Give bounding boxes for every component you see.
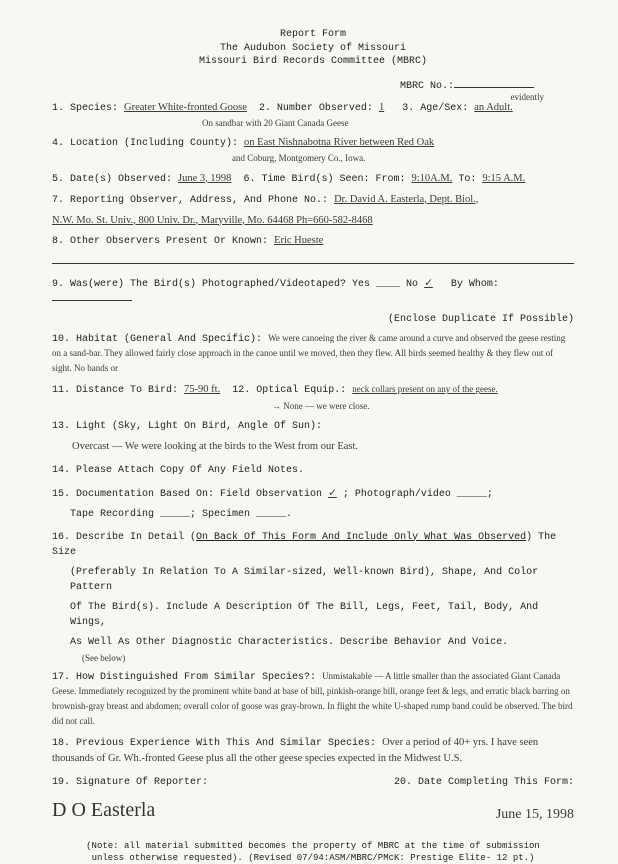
q8-label: 8. Other Observers Present Or Known: (52, 236, 268, 247)
row-18: 18. Previous Experience With This And Si… (52, 735, 574, 767)
q20-ans: June 15, 1998 (496, 804, 574, 825)
row-10: 10. Habitat (General And Specific): We w… (52, 332, 574, 377)
q15-rest: ; Photograph/video _____; (343, 489, 493, 500)
q19-label: 19. Signature Of Reporter: (52, 775, 208, 790)
q4-ans2: and Coburg, Montgomery Co., Iowa. (52, 152, 574, 166)
q10-label: 10. Habitat (General And Specific): (52, 334, 262, 345)
q13-label: 13. Light (Sky, Light On Bird, Angle Of … (52, 421, 322, 432)
q16-l2: (Preferably In Relation To A Similar-siz… (52, 565, 574, 595)
q11-label: 11. Distance To Bird: (52, 385, 178, 396)
row-4: 4. Location (Including County): on East … (52, 135, 574, 151)
row-17: 17. How Distinguished From Similar Speci… (52, 670, 574, 730)
q4-label: 4. Location (Including County): (52, 138, 238, 149)
q14-label: 14. Please Attach Copy Of Any Field Note… (52, 465, 304, 476)
q1-label: 1. Species: (52, 103, 118, 114)
q16-ul: On Back Of This Form And Include Only Wh… (196, 532, 526, 543)
row-5-6: 5. Date(s) Observed: June 3, 1998 6. Tim… (52, 171, 574, 187)
row-15: 15. Documentation Based On: Field Observ… (52, 486, 574, 502)
q12-ans2: → None — we were close. (52, 400, 574, 414)
mbrc-label: MBRC No.: (400, 81, 454, 92)
q15-check: ✓ (328, 488, 337, 499)
q11-ans: 75-90 ft. (184, 384, 220, 395)
q9-by: By Whom: (451, 279, 499, 290)
q7-ans2: N.W. Mo. St. Univ., 800 Univ. Dr., Maryv… (52, 213, 574, 229)
q16-note: (See below) (52, 652, 574, 666)
footer: (Note: all material submitted becomes th… (52, 841, 574, 864)
q15-label: 15. Documentation Based On: Field Observ… (52, 489, 322, 500)
mbrc-line: MBRC No.: (52, 81, 574, 92)
header-l1: Report Form (52, 28, 574, 42)
footer-l2: unless otherwise requested). (Revised 07… (52, 853, 574, 864)
blank-line (52, 254, 574, 264)
q6-label: 6. Time Bird(s) Seen: From: (243, 174, 405, 185)
q8-ans: Eric Hueste (274, 235, 323, 246)
q5-ans: June 3, 1998 (178, 173, 231, 184)
q13-ans: Overcast — We were looking at the birds … (52, 439, 574, 455)
q12-ans: neck collars present on any of the geese… (352, 384, 497, 394)
footer-l1: (Note: all material submitted becomes th… (52, 841, 574, 853)
form-header: Report Form The Audubon Society of Misso… (52, 28, 574, 69)
q16-l3: Of The Bird(s). Include A Description Of… (52, 600, 574, 630)
q2-ans: 1 (379, 102, 384, 113)
q4-ans: on East Nishnabotna River between Red Oa… (244, 137, 434, 148)
q7-label: 7. Reporting Observer, Address, And Phon… (52, 195, 328, 206)
row-8: 8. Other Observers Present Or Known: Eri… (52, 233, 574, 249)
q16-l4: As Well As Other Diagnostic Characterist… (52, 635, 574, 650)
q18-label: 18. Previous Experience With This And Si… (52, 738, 376, 749)
q5-label: 5. Date(s) Observed: (52, 174, 172, 185)
q3-label: 3. Age/Sex: (402, 103, 468, 114)
q16-label: 16. Describe In Detail ( (52, 532, 196, 543)
row-9: 9. Was(were) The Bird(s) Photographed/Vi… (52, 276, 574, 307)
q9-label: 9. Was(were) The Bird(s) Photographed/Vi… (52, 279, 418, 290)
q20-label: 20. Date Completing This Form: (394, 775, 574, 790)
q1-ans: Greater White-fronted Goose (124, 102, 247, 113)
row-7: 7. Reporting Observer, Address, And Phon… (52, 192, 574, 208)
q12-label: 12. Optical Equip.: (232, 385, 346, 396)
q15-rest2: Tape Recording _____; Specimen _____. (52, 507, 574, 522)
row-16: 16. Describe In Detail (On Back Of This … (52, 530, 574, 560)
row-13: 13. Light (Sky, Light On Bird, Angle Of … (52, 419, 574, 434)
q6-to: 9:15 A.M. (482, 173, 525, 184)
q7-ans: Dr. David A. Easterla, Dept. Biol., (334, 194, 478, 205)
header-l3: Missouri Bird Records Committee (MBRC) (52, 55, 574, 69)
q6-from: 9:10A.M. (411, 173, 452, 184)
q6-to-label: To: (458, 174, 476, 185)
row-11-12: 11. Distance To Bird: 75-90 ft. 12. Opti… (52, 382, 574, 398)
q2-label: 2. Number Observed: (259, 103, 373, 114)
row-19-20: 19. Signature Of Reporter: 20. Date Comp… (52, 775, 574, 790)
q9-enc: (Enclose Duplicate If Possible) (52, 312, 574, 327)
q17-label: 17. How Distinguished From Similar Speci… (52, 672, 316, 683)
q9-check: ✓ (424, 278, 433, 289)
q3-sub: On sandbar with 20 Giant Canada Geese (52, 117, 574, 131)
header-l2: The Audubon Society of Missouri (52, 42, 574, 56)
q3-ans: an Adult. (474, 102, 513, 113)
row-1-3: 1. Species: Greater White-fronted Goose … (52, 100, 574, 116)
q3-note: evidently (511, 91, 545, 105)
row-14: 14. Please Attach Copy Of Any Field Note… (52, 463, 574, 478)
